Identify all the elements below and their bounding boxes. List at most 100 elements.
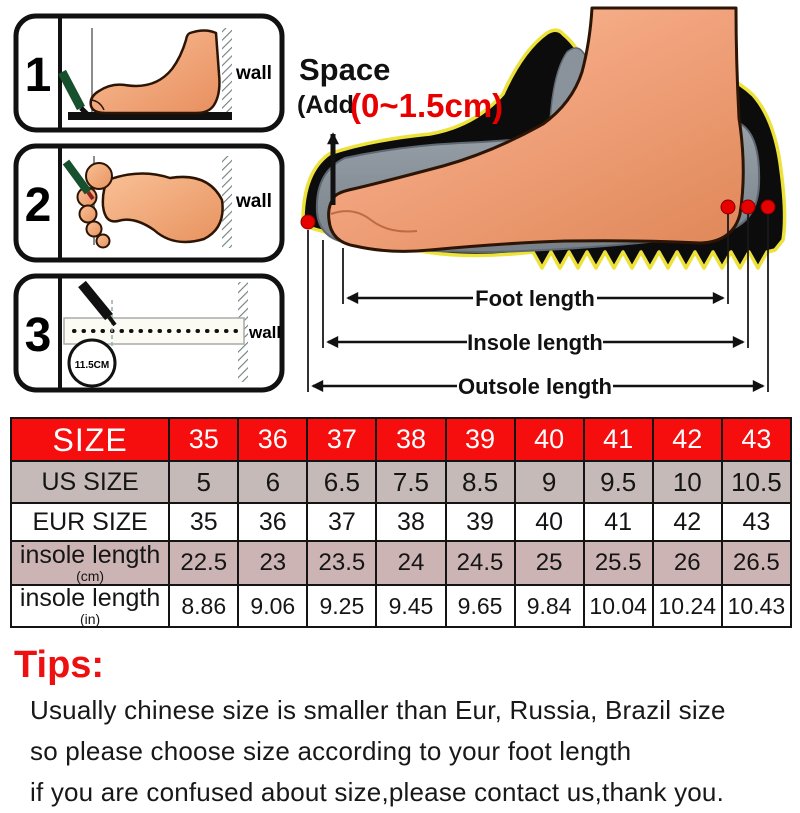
- size-value-cell: 41: [582, 502, 654, 542]
- size-value-cell: 36: [237, 417, 309, 462]
- outsole-length-label: Outsole length: [458, 374, 612, 399]
- step1-illustration: 1 wall: [13, 13, 285, 133]
- size-value-cell: 24.5: [444, 540, 516, 586]
- table-row: US SIZE 5 6 6.5 7.5 8.5 9 9.5 10 10.5: [9, 460, 793, 504]
- size-value-cell: 37: [306, 417, 378, 462]
- foot-illustration: [327, 6, 745, 253]
- size-value-cell: 22.5: [168, 540, 240, 586]
- measurement-circle: [67, 338, 117, 388]
- step-number: 2: [25, 179, 52, 232]
- tips-line: if you are confused about size,please co…: [30, 777, 725, 807]
- size-value-cell: 6.5: [306, 460, 378, 504]
- big-toe: [85, 162, 113, 190]
- ruler-stick-tip: [79, 106, 89, 116]
- marker-pen-icon: [62, 159, 92, 195]
- table-row: insole length (cm) 22.5 23 23.5 24 24.5 25 25.5 2…: [9, 540, 793, 586]
- toe: [95, 233, 111, 249]
- measurement-value: 11.5CM: [75, 360, 109, 371]
- size-value-cell: 9.5: [582, 460, 654, 504]
- foot-heel-dot: [720, 199, 736, 215]
- size-value-cell: 8.86: [168, 584, 240, 628]
- outsole-heel-dot: [760, 199, 776, 215]
- size-value-cell: 9.84: [513, 584, 585, 628]
- row-label-cell: insole length (in): [9, 584, 171, 628]
- size-value-cell: 37: [306, 502, 378, 542]
- size-value-cell: 35: [168, 502, 240, 542]
- size-table-body: SIZE 35 36 37 38 39 40 41 42 43 US SIZE 5 6 6.5 7.5 8.5…: [9, 417, 793, 628]
- size-value-cell: 10.43: [720, 584, 793, 628]
- tips-text: Usually chinese size is smaller than Eur…: [30, 690, 726, 813]
- row-label-cell: SIZE: [9, 417, 171, 462]
- size-value-cell: 9: [513, 460, 585, 504]
- tips-line: Usually chinese size is smaller than Eur…: [30, 695, 726, 725]
- measure-step-panel-2: 2 wall: [12, 142, 286, 264]
- step-number: 1: [25, 49, 52, 102]
- size-value-cell: 40: [513, 417, 585, 462]
- size-value-cell: 23.5: [306, 540, 378, 586]
- table-row: SIZE 35 36 37 38 39 40 41 42 43: [9, 417, 793, 462]
- foot-length-label: Foot length: [475, 286, 595, 311]
- marker-pen-tip: [107, 315, 117, 327]
- size-value-cell: 35: [168, 417, 240, 462]
- insole-length-label: Insole length: [467, 330, 603, 355]
- foot-top-illustration: [101, 172, 224, 244]
- size-value-cell: 41: [582, 417, 654, 462]
- size-value-cell: 23: [237, 540, 309, 586]
- outsole-toe-dot: [300, 214, 316, 230]
- size-value-cell: 5: [168, 460, 240, 504]
- size-value-cell: 42: [651, 417, 723, 462]
- size-value-cell: 25: [513, 540, 585, 586]
- ruler-stick-icon: [58, 69, 85, 111]
- tips-line: so please choose size according to your …: [30, 736, 632, 766]
- measurement-arrows: [311, 292, 765, 392]
- size-value-cell: 10: [651, 460, 723, 504]
- size-value-cell: 10.5: [720, 460, 793, 504]
- size-value-cell: 36: [237, 502, 309, 542]
- size-value-cell: 43: [720, 417, 793, 462]
- size-value-cell: 25.5: [582, 540, 654, 586]
- marker-pen-tip: [86, 190, 95, 201]
- floor-bar: [68, 112, 232, 120]
- size-value-cell: 7.5: [375, 460, 447, 504]
- size-value-cell: 43: [720, 502, 793, 542]
- size-value-cell: 10.24: [651, 584, 723, 628]
- table-row: insole length (in) 8.86 9.06 9.25 9.45 9.65 9.8…: [9, 584, 793, 628]
- foot-measurement-diagram: Space (Add (0~1.5cm) Foot length Inso: [295, 0, 800, 402]
- space-title: Space: [299, 52, 390, 87]
- tips-title: Tips:: [14, 644, 105, 686]
- step-number: 3: [25, 309, 52, 362]
- toe: [85, 220, 103, 238]
- toe-detail-line: [330, 210, 418, 233]
- step3-illustration: 3 11.5CM wall: [13, 273, 285, 393]
- marker-pen-icon: [78, 280, 113, 321]
- size-value-cell: 6: [237, 460, 309, 504]
- size-value-cell: 26.5: [720, 540, 793, 586]
- size-value-cell: 40: [513, 502, 585, 542]
- wall-hatch-icon: [222, 156, 232, 248]
- space-range-value: (0~1.5cm): [350, 87, 503, 124]
- step2-illustration: 2 wall: [13, 143, 285, 263]
- size-value-cell: 38: [375, 417, 447, 462]
- toe-detail-line: [90, 99, 105, 111]
- size-value-cell: 39: [444, 417, 516, 462]
- shoe-diagram-illustration: Space (Add (0~1.5cm) Foot length Inso: [297, 6, 787, 399]
- size-value-cell: 24: [375, 540, 447, 586]
- size-value-cell: 42: [651, 502, 723, 542]
- space-prefix: (Add: [297, 91, 354, 119]
- size-value-cell: 39: [444, 502, 516, 542]
- size-value-cell: 38: [375, 502, 447, 542]
- size-value-cell: 9.45: [375, 584, 447, 628]
- size-value-cell: 8.5: [444, 460, 516, 504]
- size-value-cell: 26: [651, 540, 723, 586]
- size-value-cell: 10.04: [582, 584, 654, 628]
- wall-hatch-icon: [222, 28, 232, 114]
- wall-label: wall: [235, 63, 272, 84]
- size-value-cell: 9.25: [306, 584, 378, 628]
- table-row: EUR SIZE 35 36 37 38 39 40 41 42 43: [9, 502, 793, 542]
- measure-step-panel-3: 3 11.5CM wall: [12, 272, 286, 394]
- wall-label: wall: [248, 323, 281, 342]
- wall-label: wall: [235, 191, 272, 212]
- guide-lines: [307, 214, 769, 392]
- row-label-cell: EUR SIZE: [9, 502, 171, 542]
- measure-step-panel-1: 1 wall: [12, 12, 286, 134]
